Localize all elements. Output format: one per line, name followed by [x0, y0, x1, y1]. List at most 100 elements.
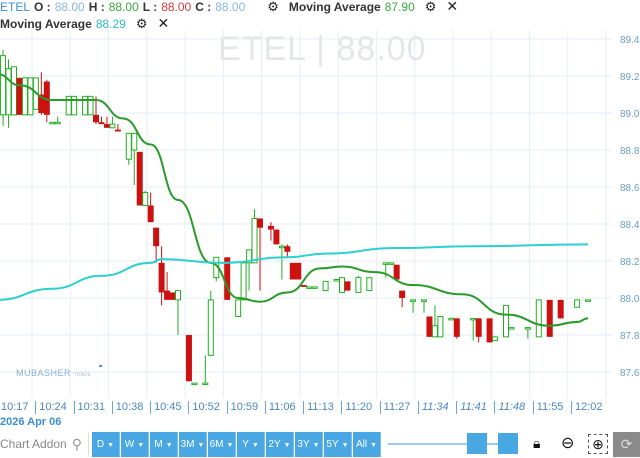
time-tick-separator: [571, 401, 572, 414]
candle-body-up: [322, 280, 329, 292]
chart-grid: [0, 30, 612, 398]
refresh-icon[interactable]: ⟳: [613, 432, 640, 457]
candle-body-down: [158, 262, 165, 293]
candle: [289, 262, 296, 280]
chart-addon-search[interactable]: Chart Addon ⚲: [0, 433, 89, 455]
close-icon[interactable]: ✕: [157, 15, 170, 31]
candle-body-up: [207, 299, 214, 356]
time-tick-separator: [188, 401, 190, 414]
period-label: W: [124, 439, 135, 450]
high-label: H :: [88, 0, 105, 14]
range-slider[interactable]: [388, 443, 518, 445]
candle: [54, 116, 61, 125]
candle: [322, 280, 329, 292]
moving-average-short-line: [0, 73, 589, 327]
candle-body-down: [98, 122, 105, 125]
ma2-value: 88.29: [95, 16, 126, 31]
y-tick-label: 89.0: [620, 109, 640, 120]
candle-body-down: [393, 264, 400, 280]
candle: [207, 290, 214, 356]
search-icon[interactable]: ⚲: [71, 436, 82, 452]
low-label: L :: [142, 0, 158, 14]
candle: [21, 77, 28, 116]
moving-average-lines: [0, 73, 589, 327]
candle: [421, 299, 427, 313]
candle: [574, 299, 581, 308]
candle: [437, 316, 444, 338]
chevron-down-icon: ▼: [283, 442, 291, 449]
period-button-d[interactable]: D ▼: [92, 432, 120, 457]
candle-body-down: [16, 77, 23, 115]
period-button-w[interactable]: W ▼: [121, 432, 149, 457]
candle: [426, 316, 433, 337]
gear-icon[interactable]: ⚙: [424, 0, 437, 14]
candle: [546, 299, 553, 337]
gear-icon[interactable]: ⚙: [135, 15, 148, 31]
candle: [311, 286, 318, 289]
candle-body-down: [257, 218, 263, 228]
candle-body-up: [382, 262, 389, 265]
period-button-5y[interactable]: 5Y ▼: [324, 432, 352, 457]
time-tick-separator: [35, 401, 37, 414]
period-button-y[interactable]: Y ▼: [237, 432, 265, 457]
candle-body-down: [38, 94, 45, 113]
moving-average-long-line: [0, 243, 589, 301]
candle-body-up: [11, 66, 17, 116]
candle: [158, 246, 165, 306]
candle: [240, 262, 247, 301]
period-button-3m[interactable]: 3M ▼: [179, 432, 207, 457]
lock-icon[interactable]: 🔒︎: [533, 435, 541, 451]
candle-body-down: [185, 335, 192, 382]
candle-body-up: [191, 382, 198, 386]
period-label: All: [355, 439, 368, 450]
price-chart[interactable]: 89.4 89.2 89.0 88.8 88.6 88.4 88.2 88.0 87.8 87.6: [0, 0, 640, 400]
candle-body-up: [366, 277, 373, 292]
y-tick-label: 88.4: [620, 220, 640, 231]
chevron-down-icon: ▼: [341, 442, 349, 449]
candle: [114, 124, 121, 132]
candle-body-down: [153, 227, 160, 247]
time-tick-separator: [341, 401, 343, 414]
range-slider-start-handle[interactable]: [467, 433, 487, 454]
gear-icon[interactable]: ⚙: [267, 0, 279, 14]
candle: [431, 305, 438, 338]
candle: [295, 262, 302, 280]
candle: [284, 244, 291, 258]
zoom-out-icon[interactable]: ⊖: [561, 435, 575, 452]
x-tick-label: 11:06: [268, 401, 296, 413]
candle-body-up: [333, 279, 340, 282]
candle-body-down: [224, 257, 231, 300]
candle-body-up: [421, 299, 427, 302]
candle: [153, 227, 160, 263]
close-label: C :: [195, 0, 212, 14]
x-tick-label: 10:38: [115, 401, 144, 413]
candles: [0, 50, 591, 386]
close-icon[interactable]: ✕: [446, 0, 459, 14]
period-button-all[interactable]: All ▼: [353, 432, 381, 457]
period-button-6m[interactable]: 6M ▼: [208, 432, 236, 457]
y-tick-label: 88.8: [620, 146, 640, 157]
zoom-in-icon[interactable]: ⊕: [588, 434, 608, 454]
period-button-2y[interactable]: 2Y ▼: [266, 432, 294, 457]
candle-body-down: [136, 151, 143, 206]
candle: [109, 116, 116, 129]
candle: [98, 116, 105, 125]
candle-body-up: [524, 327, 531, 330]
candle: [27, 77, 34, 116]
candle: [448, 317, 455, 321]
x-tick-label: 11:55: [536, 401, 564, 413]
period-button-m[interactable]: M ▼: [150, 432, 178, 457]
period-button-3y[interactable]: 3Y ▼: [295, 432, 323, 457]
range-slider-end-handle[interactable]: [498, 433, 518, 454]
candle-body-up: [508, 327, 515, 330]
period-label: 5Y: [326, 439, 339, 450]
candle-body-up: [278, 245, 285, 249]
ma2-legend: Moving Average 88.29 ⚙ ✕: [0, 15, 169, 32]
x-tick-label: 11:20: [345, 401, 373, 413]
candle-body-up: [574, 299, 581, 308]
svg-text:TRADE: TRADE: [74, 372, 92, 378]
time-tick-separator: [111, 401, 113, 414]
candle: [38, 72, 45, 115]
period-label: M: [154, 439, 163, 450]
candle-body-down: [399, 290, 406, 298]
